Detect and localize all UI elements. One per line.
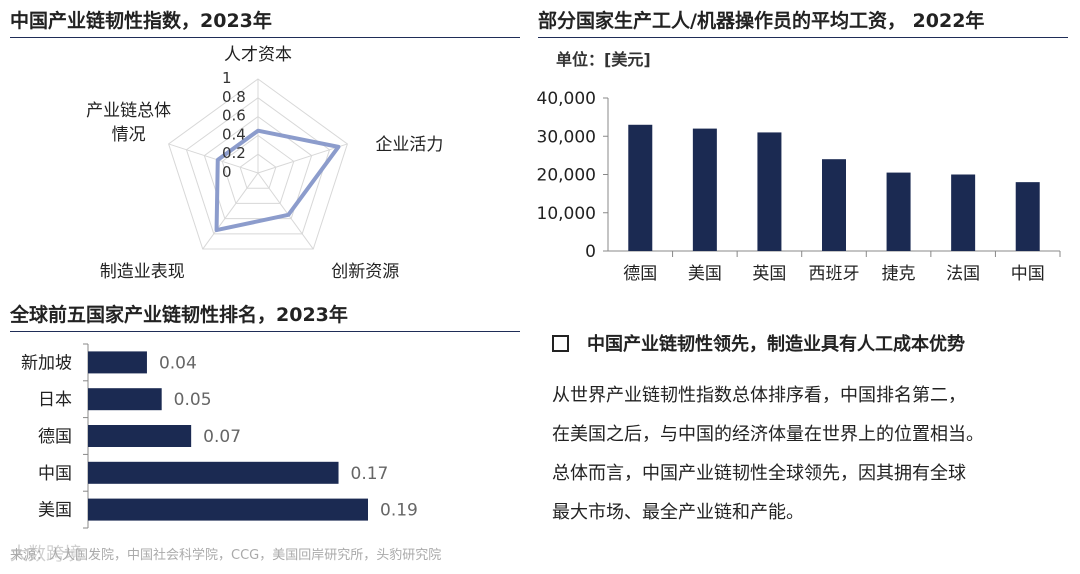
radar-tick-label: 0.6	[222, 107, 246, 125]
radar-axis-label: 产业链总体	[86, 101, 171, 121]
ranking-category-label: 德国	[38, 427, 72, 447]
x-tick-label: 英国	[752, 264, 786, 284]
radar-chart-title: 中国产业链韧性指数，2023年	[10, 6, 520, 38]
y-tick-label: 0	[585, 242, 596, 262]
radar-axis-label: 人才资本	[224, 45, 292, 65]
radar-grid-ring	[239, 153, 277, 189]
checkbox-icon	[552, 334, 569, 352]
wage-chart-unit: 单位：[美元]	[556, 50, 651, 69]
wage-bar	[757, 132, 782, 251]
radar-spoke	[168, 143, 259, 174]
ranking-bar	[88, 498, 368, 521]
radar-spoke	[257, 172, 314, 250]
wage-bar	[628, 124, 653, 251]
wage-bar	[951, 174, 976, 251]
source-note: 来源：人大国发院，中国社会科学院，CCG，美国回岸研究所，头豹研究院	[10, 548, 442, 563]
radar-grid-ring	[221, 134, 295, 204]
wage-bar	[692, 128, 717, 251]
radar-tick-label: 0.4	[222, 125, 246, 143]
radar-axis-label: 企业活力	[375, 135, 443, 155]
radar-tick-label: 0	[222, 163, 232, 181]
callout-body: 从世界产业链韧性指数总体排序看，中国排名第二， 在美国之后，与中国的经济体量在世…	[552, 376, 1072, 532]
radar-tick-label: 1	[222, 69, 232, 87]
ranking-category-label: 中国	[38, 464, 72, 484]
radar-grid-ring	[168, 78, 348, 250]
watermark: 大数跨境	[10, 544, 82, 565]
x-tick-label: 美国	[688, 264, 722, 284]
ranking-value-label: 0.07	[203, 427, 241, 447]
ranking-chart-title: 全球前五国家产业链韧性排名，2023年	[10, 300, 520, 332]
radar-grid-ring	[203, 115, 313, 220]
ranking-value-label: 0.05	[174, 390, 212, 410]
wage-chart-title: 部分国家生产工人/机器操作员的平均工资， 2022年	[538, 6, 1068, 38]
radar-tick-label: 0.8	[222, 88, 246, 106]
callout-heading: 中国产业链韧性领先，制造业具有人工成本优势	[552, 330, 965, 356]
ranking-bar	[88, 351, 147, 374]
body-line: 总体而言，中国产业链韧性全球领先，因其拥有全球	[552, 463, 966, 484]
y-tick-label: 40,000	[537, 89, 596, 109]
radar-axis-label: 创新资源	[331, 262, 399, 282]
body-line: 从世界产业链韧性指数总体排序看，中国排名第二，	[552, 385, 966, 406]
callout-heading-text: 中国产业链韧性领先，制造业具有人工成本优势	[587, 334, 965, 355]
ranking-bar	[88, 388, 162, 411]
ranking-category-label: 新加坡	[21, 353, 72, 373]
radar-axis-label: 情况	[112, 125, 146, 145]
body-line: 最大市场、最全产业链和产能。	[552, 502, 804, 523]
ranking-value-label: 0.04	[159, 353, 197, 373]
ranking-bar-chart: 新加坡 0.04 日本 0.05 德国 0.07 中国 0.17 美国 0.19	[21, 343, 418, 529]
ranking-bar	[88, 461, 339, 484]
x-tick-label: 法国	[946, 264, 980, 284]
y-tick-label: 10,000	[537, 204, 596, 224]
radar-spoke	[257, 143, 348, 174]
x-tick-label: 捷克	[882, 264, 916, 284]
body-line: 在美国之后，与中国的经济体量在世界上的位置相当。	[552, 424, 984, 445]
ranking-bar	[88, 425, 192, 447]
x-tick-label: 西班牙	[809, 264, 860, 284]
ranking-category-label: 日本	[38, 390, 72, 410]
radar-spoke	[202, 172, 259, 250]
radar-axis-label: 制造业表现	[100, 262, 185, 282]
x-tick-label: 中国	[1011, 264, 1045, 284]
wage-bar	[886, 172, 911, 251]
y-tick-label: 20,000	[537, 166, 596, 186]
ranking-category-label: 美国	[38, 501, 72, 521]
y-tick-label: 30,000	[537, 127, 596, 147]
wage-bar	[822, 159, 846, 251]
wage-bar	[1015, 182, 1040, 251]
radar-series	[214, 128, 341, 233]
ranking-value-label: 0.17	[351, 464, 389, 484]
wage-bar-chart: 0 10,000 20,000 30,000 40,000 德国 美国 英国 西班牙 捷克 法国 中国	[537, 89, 1061, 284]
ranking-value-label: 0.19	[380, 501, 418, 521]
x-tick-label: 德国	[623, 264, 657, 284]
radar-tick-label: 0.2	[222, 144, 246, 162]
